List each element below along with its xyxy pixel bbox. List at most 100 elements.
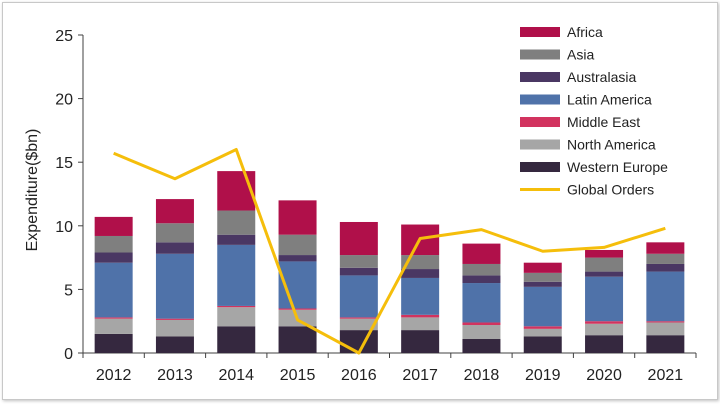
bar-segment-australasia	[278, 255, 317, 262]
bar-segment-north-america	[523, 328, 562, 337]
bar-segment-australasia	[462, 275, 501, 284]
bar-segment-asia	[646, 253, 685, 264]
bar-segment-africa	[585, 249, 624, 258]
bar-segment-western-europe	[278, 326, 317, 353]
bar-segment-middle-east	[339, 317, 378, 319]
bar-segment-latin-america	[401, 277, 440, 315]
axes: 0 5 10 15 20 25 2012 2013 2014 2015 2016 2017 2018 20…	[55, 28, 697, 384]
bar-segment-western-europe	[155, 336, 194, 353]
bar-segment-asia	[94, 235, 133, 253]
legend-label-latin-america: Latin America	[567, 92, 652, 108]
legend-label-global-orders: Global Orders	[567, 182, 654, 198]
y-tick-label: 0	[64, 346, 73, 363]
line-layer	[113, 147, 666, 355]
x-tick-label: 2016	[341, 367, 377, 384]
legend-label-north-america: North America	[567, 137, 656, 153]
bar-segment-western-europe	[94, 333, 133, 353]
bar-segment-north-america	[155, 319, 194, 337]
bar-segment-north-america	[585, 323, 624, 336]
bar-segment-western-europe	[339, 330, 378, 353]
bar-segment-middle-east	[462, 322, 501, 326]
x-tick-label: 2014	[218, 367, 254, 384]
bar-segment-asia	[585, 257, 624, 272]
bar-segment-middle-east	[94, 317, 133, 319]
bar-segment-middle-east	[585, 321, 624, 324]
bar-segment-australasia	[94, 252, 133, 263]
legend-label-middle-east: Middle East	[567, 114, 640, 130]
bar-segment-africa	[523, 262, 562, 273]
bar-segment-western-europe	[462, 339, 501, 353]
legend-swatch-africa	[520, 27, 560, 37]
bar-segment-africa	[94, 216, 133, 236]
x-tick-label: 2018	[464, 367, 500, 384]
bar-segment-middle-east	[278, 308, 317, 310]
bar-segment-australasia	[155, 242, 194, 254]
legend-swatch-western-europe	[520, 162, 560, 172]
bar-segment-australasia	[217, 234, 256, 245]
bar-segment-africa	[217, 171, 256, 211]
bar-segment-africa	[278, 200, 317, 235]
y-tick-label: 20	[55, 92, 73, 109]
bar-segment-north-america	[217, 307, 256, 327]
bar-segment-north-america	[646, 322, 685, 336]
bar-segment-africa	[155, 199, 194, 224]
bar-segment-north-america	[94, 318, 133, 334]
bar-segment-asia	[462, 263, 501, 276]
bar-segment-asia	[523, 272, 562, 282]
x-tick-label: 2013	[157, 367, 193, 384]
x-tick-label: 2021	[648, 367, 684, 384]
bar-segment-latin-america	[585, 276, 624, 322]
bars-layer	[94, 171, 685, 353]
bar-segment-western-europe	[217, 326, 256, 353]
legend-label-western-europe: Western Europe	[567, 159, 668, 175]
bar-segment-middle-east	[217, 305, 256, 308]
y-tick-label: 5	[64, 282, 73, 299]
legend-swatch-asia	[520, 49, 560, 60]
legend-label-asia: Asia	[567, 47, 594, 63]
legend: Africa Asia Australasia Latin America Middle…	[520, 24, 668, 198]
legend-swatch-latin-america	[520, 94, 560, 105]
legend-label-australasia: Australasia	[567, 69, 636, 85]
bar-segment-australasia	[585, 271, 624, 277]
bar-segment-asia	[278, 234, 317, 256]
bar-segment-latin-america	[646, 271, 685, 322]
legend-swatch-australasia	[520, 72, 560, 82]
bar-segment-australasia	[339, 267, 378, 276]
x-tick-label: 2019	[525, 367, 561, 384]
y-tick-label: 15	[55, 155, 73, 172]
x-tick-label: 2017	[402, 367, 438, 384]
bar-segment-latin-america	[462, 283, 501, 323]
bar-segment-western-europe	[523, 336, 562, 353]
legend-swatch-middle-east	[520, 117, 560, 127]
bar-segment-middle-east	[155, 318, 194, 320]
x-tick-label: 2015	[280, 367, 316, 384]
bar-segment-north-america	[401, 317, 440, 331]
legend-swatch-north-america	[520, 139, 560, 150]
bar-segment-australasia	[646, 263, 685, 272]
bar-segment-western-europe	[646, 335, 685, 353]
bar-segment-western-europe	[401, 330, 440, 353]
bar-segment-latin-america	[339, 275, 378, 318]
bar-segment-western-europe	[585, 335, 624, 353]
bar-segment-north-america	[462, 325, 501, 340]
bar-segment-australasia	[401, 269, 440, 278]
x-tick-label: 2020	[586, 367, 622, 384]
y-axis-label: Expenditure($bn)	[24, 129, 41, 252]
y-tick-label: 10	[55, 219, 73, 236]
bar-segment-africa	[646, 242, 685, 254]
bar-segment-asia	[217, 210, 256, 235]
bar-segment-asia	[339, 255, 378, 268]
x-tick-label: 2012	[96, 367, 132, 384]
bar-segment-middle-east	[646, 321, 685, 323]
expenditure-chart: 0 5 10 15 20 25 2012 2013 2014 2015 2016 2017 2018 20…	[24, 24, 697, 384]
bar-segment-africa	[462, 243, 501, 264]
bar-segment-australasia	[523, 281, 562, 287]
chart-frame: 0 5 10 15 20 25 2012 2013 2014 2015 2016 2017 2018 20…	[2, 2, 718, 400]
bar-segment-latin-america	[523, 286, 562, 327]
bar-segment-latin-america	[155, 253, 194, 319]
bar-segment-middle-east	[523, 326, 562, 329]
bar-segment-latin-america	[94, 262, 133, 318]
bar-segment-africa	[339, 221, 378, 256]
bar-segment-north-america	[339, 318, 378, 331]
global-orders-line	[113, 147, 666, 355]
